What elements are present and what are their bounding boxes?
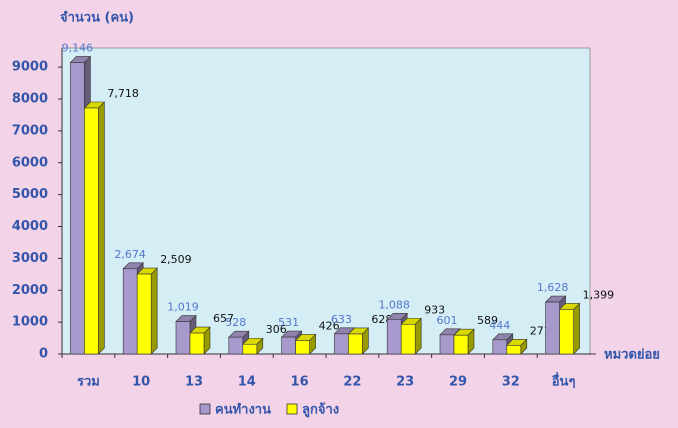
bar-front [559,309,574,355]
value-label: 2,674 [114,248,146,261]
x-tick-label: รวม [77,375,100,390]
bar [136,267,158,355]
bar-front [189,332,205,355]
bar-front [84,107,99,355]
value-label: 1,628 [537,281,569,294]
legend-swatch [286,403,298,415]
bar [294,333,317,355]
y-tick-label: 7000 [12,123,48,138]
bar-front [70,62,85,355]
legend-label: ลูกจ้าง [302,402,339,418]
value-label: 426 [319,319,340,332]
bar [558,302,581,355]
bar-front [281,336,296,355]
bar-front [122,268,138,355]
y-tick-label: 5000 [12,187,48,202]
bar-front [295,340,310,355]
bar [242,337,264,355]
value-label: 1,088 [378,298,410,311]
x-tick-label: 29 [449,375,467,390]
x-tick-label: 22 [343,375,361,390]
bar-front [348,333,363,355]
value-label: 444 [489,319,510,332]
value-label: 657 [213,312,234,325]
bar [400,317,422,355]
x-tick-label: อื่นๆ [552,372,576,390]
x-tick-label: 23 [396,375,414,390]
x-tick-label: 13 [185,375,203,390]
bar-front [175,321,191,355]
bar-front [334,333,349,355]
value-label: 7,718 [107,87,138,100]
value-label: 306 [266,323,287,336]
bar [189,326,211,355]
y-tick-label: 3000 [12,251,48,266]
y-tick-label: 0 [39,347,48,362]
value-label: 1,019 [167,301,199,314]
legend-swatch [199,403,211,415]
value-label: 589 [477,314,498,327]
y-tick-label: 4000 [12,219,48,234]
value-label: 601 [437,314,458,327]
y-axis-title: จำนวน (คน) [60,10,134,26]
value-label: 9,146 [62,41,94,54]
y-tick-label: 9000 [12,60,48,75]
bar-side [573,302,580,355]
bar-front [400,323,416,355]
bar-front [386,319,402,355]
value-label: 531 [278,316,299,329]
y-tick-label: 2000 [12,283,48,298]
bar-side [98,101,105,355]
legend-label: คนทำงาน [215,402,271,418]
bar-front [545,301,560,355]
y-tick-label: 1000 [12,315,48,330]
x-tick-label: 10 [132,375,150,390]
value-label: 2,509 [160,253,192,266]
value-label: 933 [424,303,445,316]
bar [506,338,528,355]
bar-side [150,267,158,355]
x-tick-label: 14 [238,375,256,390]
value-label: 1,399 [583,288,615,301]
bar-front [492,339,508,355]
bar-front [228,336,244,355]
bar-front [439,334,455,355]
x-tick-label: 32 [502,375,520,390]
x-tick-label: 16 [291,375,309,390]
value-label: 528 [225,316,246,329]
bar-front [242,343,258,355]
bar [83,101,106,355]
value-label: 633 [331,313,352,326]
bar-front [453,334,469,355]
x-axis-title: หมวดย่อย [604,348,660,363]
y-tick-label: 8000 [12,92,48,107]
bar-front [506,345,522,355]
bar [347,327,370,355]
bar [453,328,475,355]
y-tick-label: 6000 [12,155,48,170]
bar-front [136,273,152,355]
